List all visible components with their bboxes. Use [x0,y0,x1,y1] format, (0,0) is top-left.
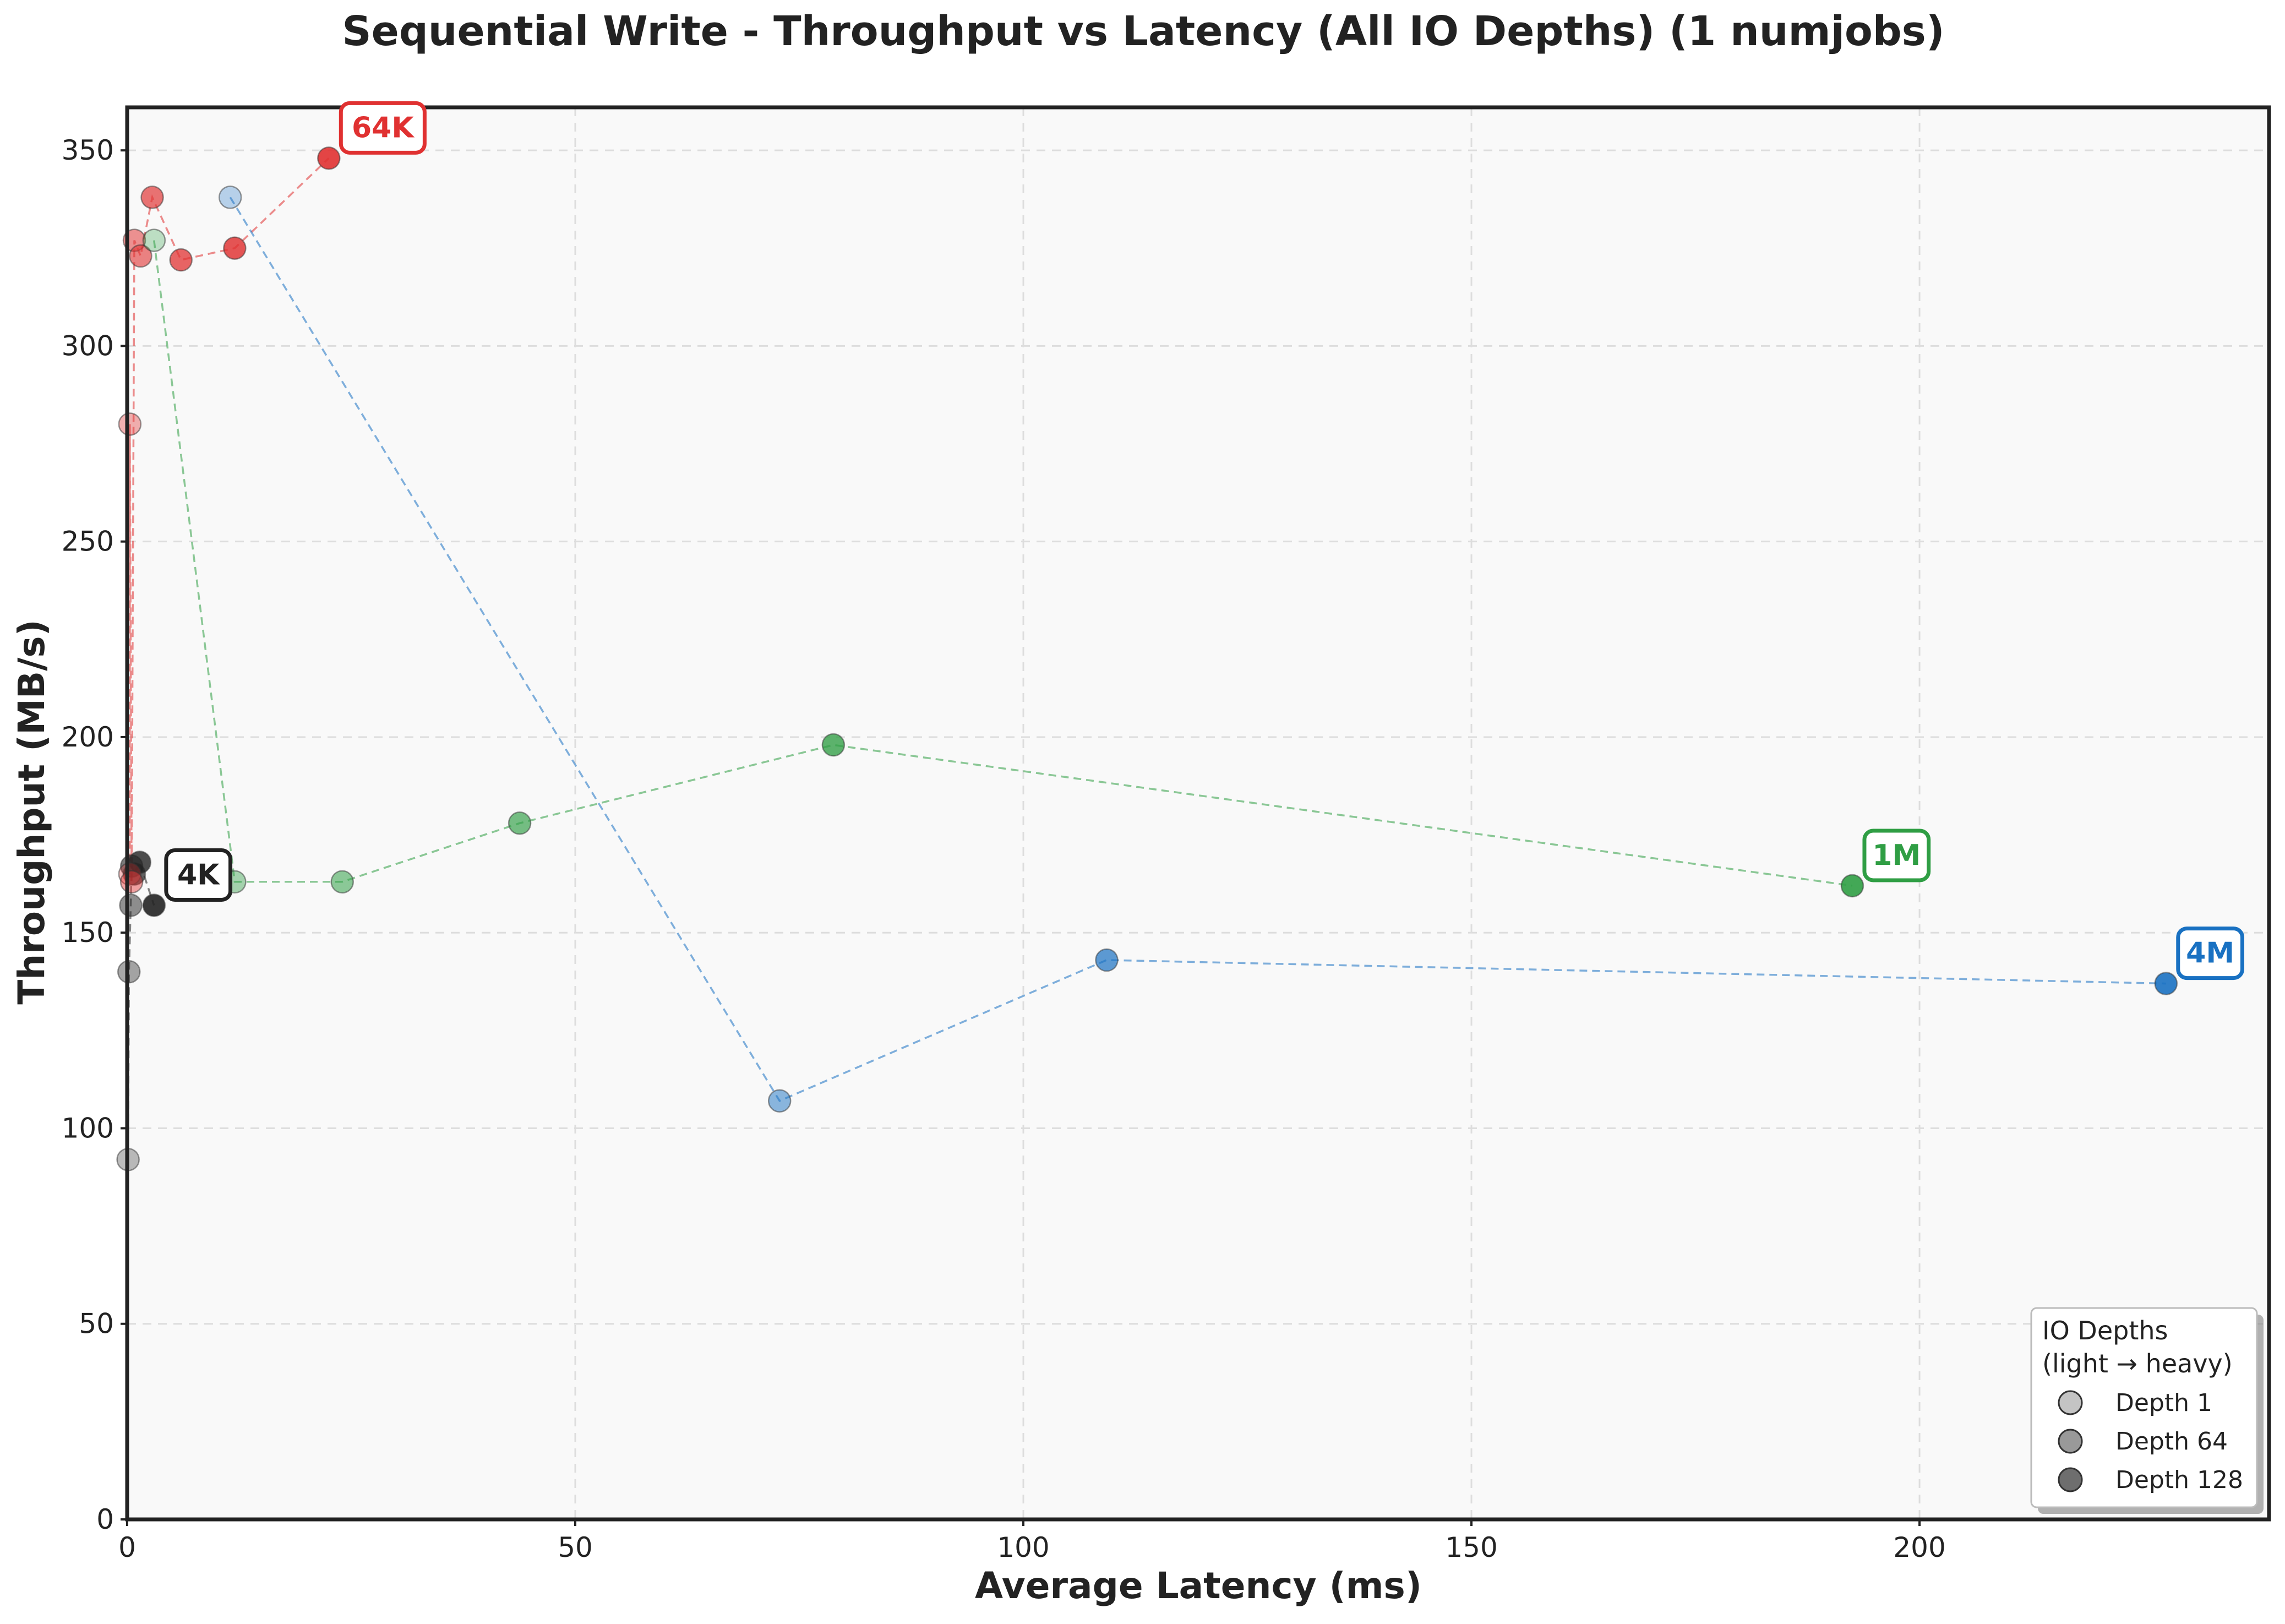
x-tick-label-4: 200 [1893,1532,1945,1563]
series-labels: 4K 64K 1M 4M [164,101,2244,980]
series-label-box-4K [164,848,233,902]
x-tick-label-0: 0 [118,1532,136,1563]
series-label-box-64K [339,101,427,155]
point-4K-6 [142,893,166,917]
legend-subtitle: (light → heavy) [2042,1349,2233,1378]
y-tick-label-0: 0 [96,1503,114,1535]
plot-frame [125,105,2271,1522]
y-axis-label: Throughput (MB/s) [10,619,53,1005]
point-4M-1 [767,1089,792,1113]
x-tick-label-1: 50 [558,1532,593,1563]
axis-ticks: 0 50 100 150 200 0 50 100 150 200 250 300 350 [62,134,1946,1563]
point-64K-7 [223,236,247,260]
plot-area [127,107,2269,1519]
series-label-1M: 1M [1872,839,1921,872]
point-4M-2 [1095,948,1119,972]
legend-marker-0 [2058,1390,2083,1415]
x-axis-label: Average Latency (ms) [975,1565,1422,1607]
grid [127,107,2269,1519]
point-64K-0 [118,862,142,886]
y-tick-label-2: 100 [62,1112,114,1144]
point-64K-1 [118,412,142,436]
point-1M-2 [330,870,354,894]
series-label-4M: 4M [2186,937,2234,970]
series-line-4M [229,197,2166,1102]
y-tick-label-1: 50 [79,1308,114,1340]
chart-title: Sequential Write - Throughput vs Latency… [342,8,1944,55]
point-1M-0 [142,228,166,252]
series-line-64K [129,157,330,882]
legend-label-2: Depth 128 [2115,1466,2243,1494]
legend-label-0: Depth 1 [2115,1389,2212,1417]
legend-marker-1 [2058,1429,2083,1454]
y-tick-label-7: 350 [62,134,114,166]
point-4K-2 [119,893,143,917]
legend-box [2030,1307,2258,1508]
series-label-box-1M [1862,829,1931,882]
series-line-1M [153,240,1853,887]
point-64K-5 [140,186,164,209]
point-64K-4 [129,244,152,268]
point-1M-5 [1840,874,1864,898]
point-4M-3 [2154,972,2178,995]
legend-title: IO Depths [2042,1316,2168,1345]
point-1M-4 [821,733,846,757]
legend-marker-2 [2058,1467,2083,1492]
point-64K-6 [169,248,193,272]
legend-label-1: Depth 64 [2115,1427,2228,1456]
series-label-4K: 4K [177,858,220,891]
point-64K-2 [119,870,144,894]
point-64K-8 [317,146,341,170]
point-4M-0 [218,186,242,209]
y-tick-label-3: 150 [62,917,114,949]
x-tick-label-3: 150 [1445,1532,1497,1563]
x-tick-label-2: 100 [997,1532,1049,1563]
y-tick-label-4: 200 [62,721,114,753]
point-1M-3 [508,811,532,835]
y-tick-label-5: 250 [62,526,114,558]
series-label-64K: 64K [352,111,415,144]
legend: IO Depths (light → heavy) Depth 1 Depth 6… [2030,1307,2264,1514]
y-tick-label-6: 300 [62,330,114,362]
series-label-box-4M [2176,927,2244,980]
